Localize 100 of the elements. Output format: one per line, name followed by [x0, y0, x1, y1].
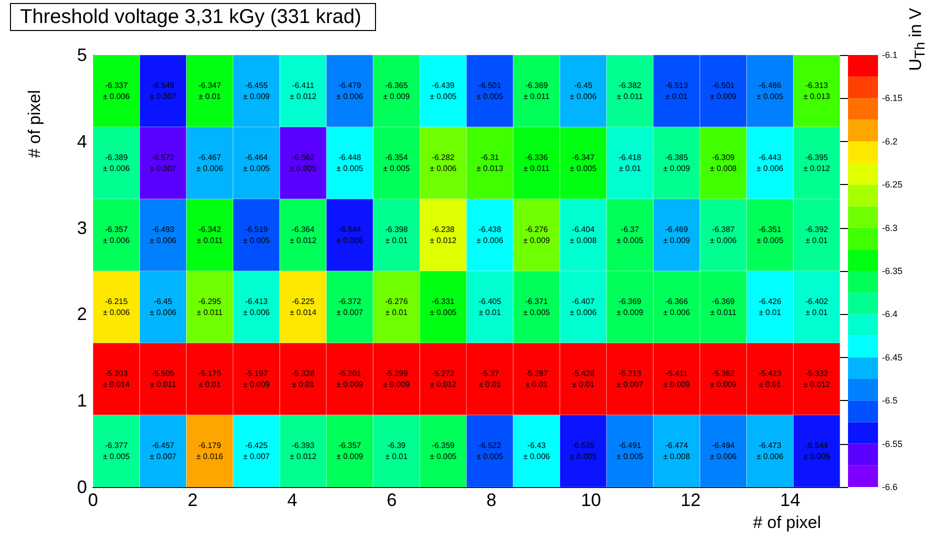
data-label: -6.457 ± 0.007 [150, 441, 177, 461]
color-bar-label: -6.35 [882, 266, 903, 276]
data-label: -5.428 ± 0.01 [572, 369, 596, 389]
x-tick-label: 12 [680, 490, 701, 510]
data-label: -6.225 ± 0.014 [290, 297, 317, 317]
data-label: -6.474 ± 0.008 [663, 441, 690, 461]
data-label: -6.491 ± 0.005 [616, 441, 644, 461]
data-label: -6.385 ± 0.009 [663, 153, 690, 173]
data-label: -5.505 ± 0.011 [150, 369, 177, 389]
data-label: -6.544 ± 0.006 [336, 225, 364, 245]
data-label: -6.295 ± 0.011 [196, 297, 224, 317]
data-label: -6.336 ± 0.011 [524, 153, 550, 173]
data-label: -6.389 ± 0.006 [103, 153, 130, 173]
y-tick-label: 1 [76, 390, 87, 411]
data-label: -6.369 ± 0.011 [524, 81, 550, 101]
data-label: -6.364 ± 0.012 [290, 225, 317, 245]
data-label: -5.197 ± 0.009 [243, 369, 270, 389]
data-label: -6.535 ± 0.005 [570, 441, 598, 461]
data-label: -6.548 ± 0.007 [150, 81, 177, 101]
data-label: -5.213 ± 0.007 [616, 369, 644, 389]
y-axis-title: # of pixel [25, 90, 44, 158]
data-label: -6.425 ± 0.007 [243, 441, 270, 461]
data-label: -6.469 ± 0.009 [663, 225, 690, 245]
data-label: -6.354 ± 0.005 [383, 153, 410, 173]
data-label: -6.393 ± 0.012 [290, 441, 317, 461]
color-bar-label: -6.25 [882, 180, 903, 190]
data-label: -6.438 ± 0.006 [476, 225, 504, 245]
data-label: -6.572 ± 0.007 [150, 153, 177, 173]
data-label: -6.359 ± 0.005 [430, 441, 458, 461]
x-tick-label: 4 [287, 490, 298, 510]
data-label: -5.201 ± 0.009 [336, 369, 364, 389]
data-label: -6.398 ± 0.01 [385, 225, 408, 245]
data-label: -5.332 ± 0.012 [803, 369, 831, 389]
data-label: -6.493 ± 0.006 [150, 225, 177, 245]
data-label: -6.369 ± 0.009 [616, 297, 644, 317]
data-label: -6.404 ± 0.008 [570, 225, 598, 245]
data-label: -6.369 ± 0.011 [710, 297, 737, 317]
y-tick-label: 4 [76, 131, 87, 152]
data-label: -6.331 ± 0.005 [430, 297, 458, 317]
data-label: -6.486 ± 0.005 [756, 81, 784, 101]
data-label: -6.473 ± 0.006 [756, 441, 784, 461]
data-label: -6.371 ± 0.005 [523, 297, 550, 317]
x-tick-label: 6 [386, 490, 397, 510]
data-label: -6.337 ± 0.006 [103, 81, 130, 101]
data-label: -6.31 ± 0.013 [476, 153, 504, 173]
data-label: -6.443 ± 0.006 [756, 153, 784, 173]
data-label: -6.411 ± 0.012 [290, 81, 317, 101]
data-label: -6.365 ± 0.009 [383, 81, 410, 101]
data-label: -6.351 ± 0.005 [756, 225, 784, 245]
data-label: -5.423 ± 0.01 [758, 369, 782, 389]
data-label: -6.501 ± 0.009 [710, 81, 738, 101]
data-label: -5.411 ± 0.009 [663, 369, 690, 389]
data-label: -6.37 ± 0.005 [616, 225, 644, 245]
data-label: -6.347 ± 0.005 [570, 153, 598, 173]
data-label: -6.179 ± 0.016 [196, 441, 224, 461]
data-label: -6.413 ± 0.006 [243, 297, 270, 317]
color-bar-label: -6.4 [882, 309, 898, 320]
data-label: -5.299 ± 0.009 [383, 369, 410, 389]
data-label: -5.272 ± 0.012 [430, 369, 458, 389]
data-label: -6.522 ± 0.005 [476, 441, 504, 461]
x-tick-label: 8 [486, 490, 496, 510]
data-label: -6.407 ± 0.006 [570, 297, 598, 317]
data-label: -6.357 ± 0.006 [103, 225, 130, 245]
data-label: -6.501 ± 0.005 [476, 81, 504, 101]
data-label: -5.203 ± 0.014 [103, 369, 130, 389]
data-label: -6.276 ± 0.01 [385, 297, 408, 317]
data-label: -6.426 ± 0.01 [758, 297, 782, 317]
data-label: -6.448 ± 0.005 [336, 153, 364, 173]
data-label: -6.464 ± 0.005 [243, 153, 270, 173]
data-label: -5.362 ± 0.009 [710, 369, 738, 389]
y-tick-label: 2 [76, 304, 87, 324]
data-label: -6.467 ± 0.006 [196, 153, 224, 173]
data-label: -6.282 ± 0.006 [430, 153, 458, 173]
data-label: -6.562 ± 0.005 [290, 153, 317, 173]
data-label: -6.513 ± 0.01 [665, 81, 688, 101]
data-label: -6.387 ± 0.006 [710, 225, 738, 245]
data-label: -5.287 ± 0.01 [525, 369, 548, 389]
x-tick-label: 10 [580, 490, 602, 510]
color-bar-label: -6.5 [882, 396, 898, 406]
color-bar-label: -6.2 [882, 136, 898, 146]
data-label: -6.313 ± 0.013 [803, 81, 831, 101]
data-label: -6.309 ± 0.008 [710, 153, 738, 173]
y-tick-label: 5 [76, 45, 87, 65]
data-label: -6.392 ± 0.01 [805, 225, 829, 245]
data-label: -6.276 ± 0.009 [523, 225, 550, 245]
data-label: -6.366 ± 0.006 [663, 297, 690, 317]
data-label: -5.37 ± 0.01 [478, 369, 502, 389]
x-axis-title: # of pixel [752, 513, 822, 532]
data-label: -6.39 ± 0.01 [385, 441, 408, 461]
x-tick-label: 2 [188, 490, 198, 510]
data-label: -6.372 ± 0.007 [336, 297, 364, 317]
data-label: -6.45 ± 0.006 [150, 297, 177, 317]
color-bar-label: -6.3 [882, 222, 898, 233]
data-label: -6.342 ± 0.011 [196, 225, 224, 245]
data-label: -6.215 ± 0.006 [103, 297, 130, 317]
data-label: -6.402 ± 0.01 [805, 297, 829, 317]
x-tick-label: 14 [780, 490, 800, 510]
data-label: -6.357 ± 0.009 [336, 441, 364, 461]
y-tick-label: 3 [76, 218, 87, 238]
data-label: -6.347 ± 0.01 [198, 81, 222, 101]
